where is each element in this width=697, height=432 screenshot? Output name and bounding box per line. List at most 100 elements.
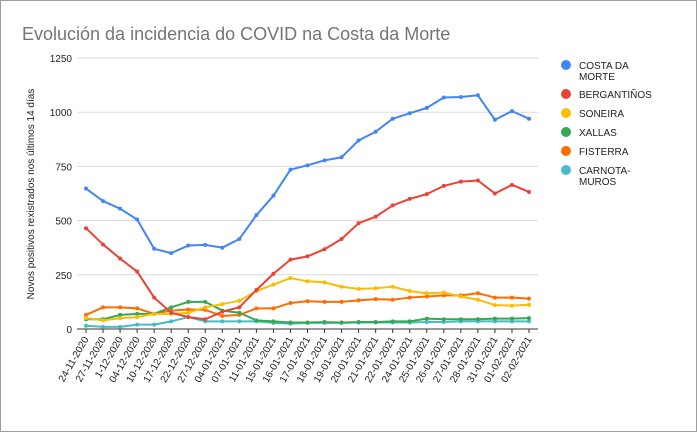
data-point: [271, 319, 276, 324]
data-point: [492, 319, 497, 324]
data-point: [492, 295, 497, 300]
legend-label-line: SONEIRA: [579, 109, 624, 120]
data-point: [373, 214, 378, 219]
y-tick-label: 250: [55, 271, 72, 282]
data-point: [356, 221, 361, 226]
data-point: [424, 294, 429, 299]
data-point: [203, 305, 208, 310]
data-point: [509, 109, 514, 114]
data-point: [322, 158, 327, 163]
data-point: [492, 316, 497, 321]
data-point: [254, 318, 259, 323]
data-point: [509, 303, 514, 308]
data-point: [220, 309, 225, 314]
data-point: [407, 196, 412, 201]
data-point: [271, 306, 276, 311]
data-point: [509, 295, 514, 300]
data-point: [135, 269, 140, 274]
data-point: [254, 306, 259, 311]
data-point: [84, 312, 88, 317]
data-point: [220, 302, 225, 307]
data-point: [254, 287, 259, 292]
data-point: [186, 243, 191, 248]
data-point: [339, 299, 344, 304]
data-point: [373, 320, 378, 325]
data-point: [237, 310, 242, 315]
data-point: [441, 95, 446, 100]
data-point: [118, 256, 123, 261]
data-point: [390, 297, 395, 302]
data-point: [356, 286, 361, 291]
data-point: [305, 254, 310, 259]
data-point: [186, 299, 191, 304]
data-point: [271, 282, 276, 287]
data-point: [390, 116, 395, 121]
data-point: [527, 319, 531, 324]
legend-label-line: CARNOTA-: [579, 166, 630, 177]
data-point: [339, 284, 344, 289]
data-point: [203, 242, 208, 247]
series-xallas: [84, 299, 531, 325]
data-point: [305, 163, 310, 168]
data-point: [458, 294, 463, 299]
legend-marker: [561, 60, 571, 70]
legend-label: SONEIRA: [579, 109, 624, 120]
data-point: [84, 186, 88, 191]
legend-label-line: FISTERRA: [579, 147, 629, 158]
y-axis-label: Novos positivos rexistrados nos últimos …: [26, 89, 37, 300]
data-point: [220, 245, 225, 250]
y-tick-label: 1000: [50, 108, 73, 119]
data-point: [441, 183, 446, 188]
data-point: [407, 289, 412, 294]
data-point: [492, 117, 497, 122]
data-point: [492, 303, 497, 308]
chart-title: Evolución da incidencia do COVID na Cost…: [22, 24, 450, 44]
data-point: [169, 305, 174, 310]
data-point: [441, 317, 446, 322]
data-point: [84, 316, 88, 321]
data-point: [288, 257, 293, 262]
legend-item: SONEIRA: [561, 108, 624, 120]
data-point: [322, 280, 327, 285]
legend-item: XALLAS: [561, 127, 617, 139]
data-point: [118, 305, 123, 310]
data-point: [220, 313, 225, 318]
data-point: [475, 291, 480, 296]
data-point: [169, 251, 174, 256]
data-point: [458, 179, 463, 184]
data-point: [424, 316, 429, 321]
data-point: [203, 299, 208, 304]
data-point: [407, 295, 412, 300]
y-tick-label: 1250: [50, 54, 73, 65]
legend-marker: [561, 89, 571, 99]
data-point: [288, 276, 293, 281]
legend-marker: [561, 127, 571, 137]
data-point: [356, 320, 361, 325]
data-point: [152, 311, 157, 316]
data-point: [373, 129, 378, 134]
data-point: [84, 323, 88, 328]
data-point: [527, 189, 531, 194]
data-point: [407, 319, 412, 324]
data-point: [441, 290, 446, 295]
data-point: [152, 295, 157, 300]
legend-marker: [561, 108, 571, 118]
data-point: [118, 316, 123, 321]
data-point: [135, 217, 140, 222]
data-point: [135, 311, 140, 316]
data-point: [186, 310, 191, 315]
data-point: [390, 203, 395, 208]
data-point: [475, 317, 480, 322]
data-point: [390, 284, 395, 289]
data-point: [101, 305, 106, 310]
data-point: [424, 105, 429, 110]
data-point: [101, 242, 106, 247]
data-point: [509, 319, 514, 324]
data-point: [441, 320, 446, 325]
data-point: [424, 320, 429, 325]
legend-marker: [561, 146, 571, 156]
data-point: [152, 322, 157, 327]
data-point: [169, 310, 174, 315]
data-point: [339, 155, 344, 160]
data-point: [475, 178, 480, 183]
